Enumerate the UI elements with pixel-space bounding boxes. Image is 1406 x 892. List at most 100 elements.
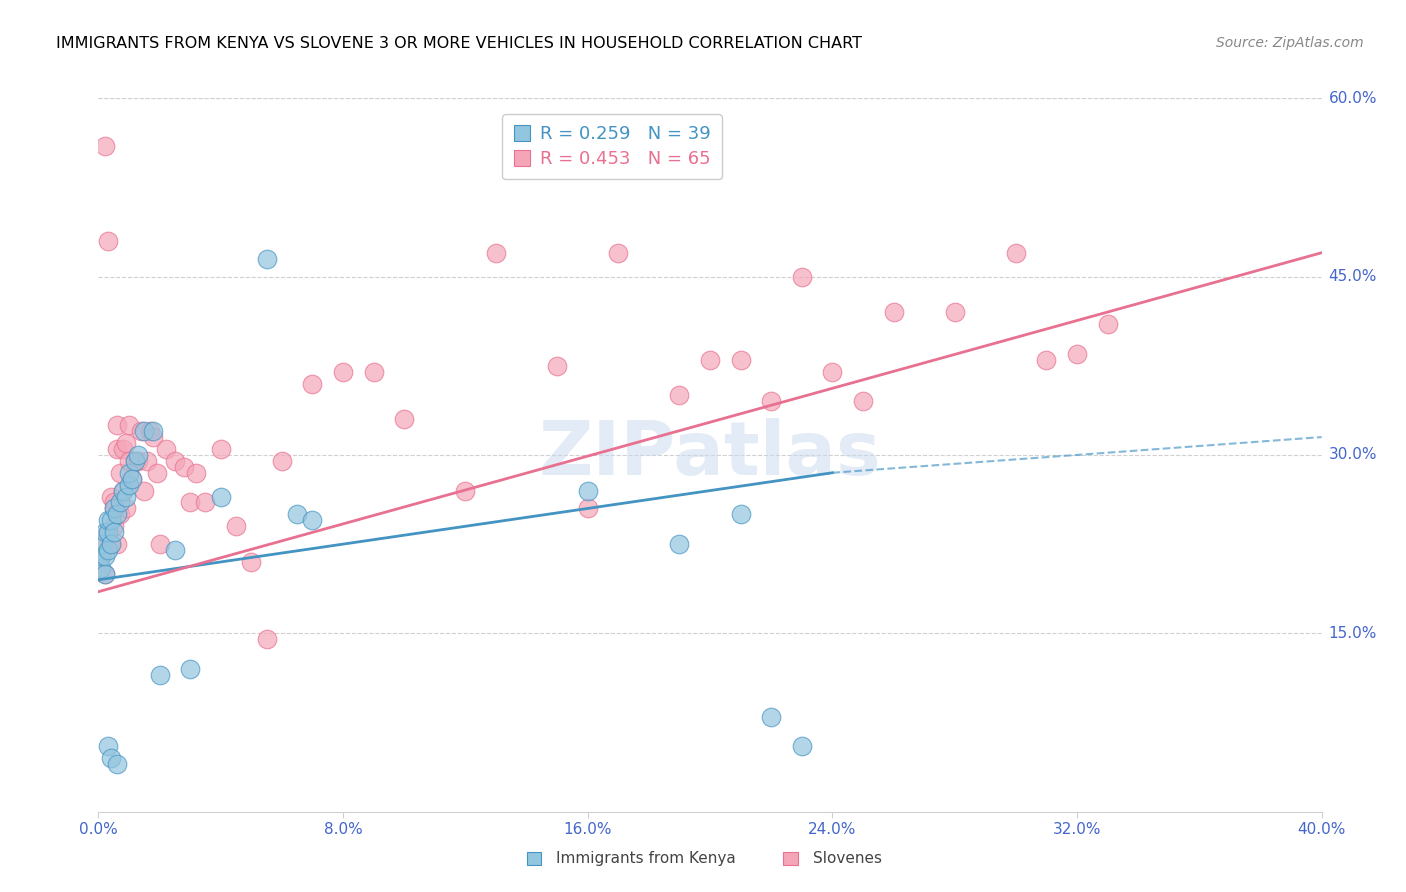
Point (111, 483, 134, 498)
Point (100, 513, 122, 527)
Point (576, 501, 599, 516)
Point (225, 519, 247, 533)
Point (93, 525, 115, 540)
Point (730, 352, 752, 367)
Point (103, 525, 125, 540)
Text: 15.0%: 15.0% (1329, 626, 1376, 640)
Point (108, 466, 131, 480)
Point (134, 424, 156, 438)
Point (90, 537, 112, 551)
Point (127, 448, 149, 462)
Point (179, 662, 201, 676)
Text: 45.0%: 45.0% (1329, 269, 1376, 284)
Point (105, 442, 128, 456)
Point (790, 269, 813, 284)
Point (97, 525, 120, 540)
Point (90, 561, 112, 575)
Point (121, 472, 143, 486)
Point (240, 555, 263, 569)
Point (124, 454, 146, 468)
Point (97, 525, 120, 540)
Point (108, 508, 131, 522)
Bar (526, 853, 541, 865)
Point (943, 305, 966, 319)
Point (668, 388, 690, 402)
Point (105, 537, 128, 551)
Point (105, 757, 128, 772)
Point (852, 394, 875, 409)
Point (136, 454, 159, 468)
Point (93, 549, 115, 563)
Text: Slovenes: Slovenes (813, 851, 882, 866)
Point (1097, 317, 1119, 331)
Text: 60.0%: 60.0% (1329, 91, 1376, 105)
Bar (783, 853, 799, 865)
Point (270, 454, 292, 468)
Point (256, 632, 278, 647)
Point (93, 566, 115, 581)
Point (115, 501, 138, 516)
Point (454, 483, 477, 498)
Point (173, 459, 195, 474)
Point (145, 466, 167, 480)
Point (163, 543, 186, 558)
Point (103, 501, 125, 516)
Point (332, 365, 354, 379)
Point (105, 508, 128, 522)
Point (118, 418, 141, 433)
Point (186, 466, 208, 480)
Point (115, 490, 138, 504)
Point (103, 495, 125, 509)
Point (93, 138, 115, 153)
Point (111, 483, 134, 498)
Point (97, 543, 120, 558)
Point (607, 245, 630, 260)
Point (301, 376, 323, 391)
Point (121, 472, 143, 486)
Point (485, 245, 508, 260)
Point (363, 365, 385, 379)
Point (108, 495, 131, 509)
Point (209, 442, 232, 456)
Point (821, 365, 844, 379)
Point (576, 483, 599, 498)
Point (1004, 245, 1026, 260)
Point (759, 709, 782, 723)
Point (256, 252, 278, 266)
Point (142, 424, 165, 438)
Point (142, 430, 165, 444)
Point (149, 668, 172, 682)
Point (90, 549, 112, 563)
Legend: R = 0.259   N = 39, R = 0.453   N = 65: R = 0.259 N = 39, R = 0.453 N = 65 (502, 114, 721, 179)
Point (546, 359, 568, 373)
Point (149, 537, 172, 551)
Text: IMMIGRANTS FROM KENYA VS SLOVENE 3 OR MORE VEHICLES IN HOUSEHOLD CORRELATION CHA: IMMIGRANTS FROM KENYA VS SLOVENE 3 OR MO… (56, 36, 862, 51)
Point (1066, 347, 1088, 361)
Point (100, 751, 122, 765)
Point (699, 352, 721, 367)
Point (127, 454, 149, 468)
Text: Immigrants from Kenya: Immigrants from Kenya (555, 851, 735, 866)
Point (90, 537, 112, 551)
Point (100, 490, 122, 504)
Point (118, 454, 141, 468)
Text: ZIPatlas: ZIPatlas (538, 418, 882, 491)
Point (103, 501, 125, 516)
Point (1035, 352, 1057, 367)
Point (139, 424, 162, 438)
Text: Source: ZipAtlas.com: Source: ZipAtlas.com (1216, 36, 1364, 50)
Point (97, 739, 120, 754)
Point (97, 513, 120, 527)
Point (301, 513, 323, 527)
Point (155, 442, 177, 456)
Point (90, 549, 112, 563)
Text: 30.0%: 30.0% (1329, 448, 1376, 462)
Point (103, 519, 125, 533)
Point (115, 436, 138, 450)
Point (100, 537, 122, 551)
Point (194, 495, 217, 509)
Point (129, 424, 152, 438)
Point (730, 508, 752, 522)
Point (163, 454, 186, 468)
Point (392, 412, 416, 426)
